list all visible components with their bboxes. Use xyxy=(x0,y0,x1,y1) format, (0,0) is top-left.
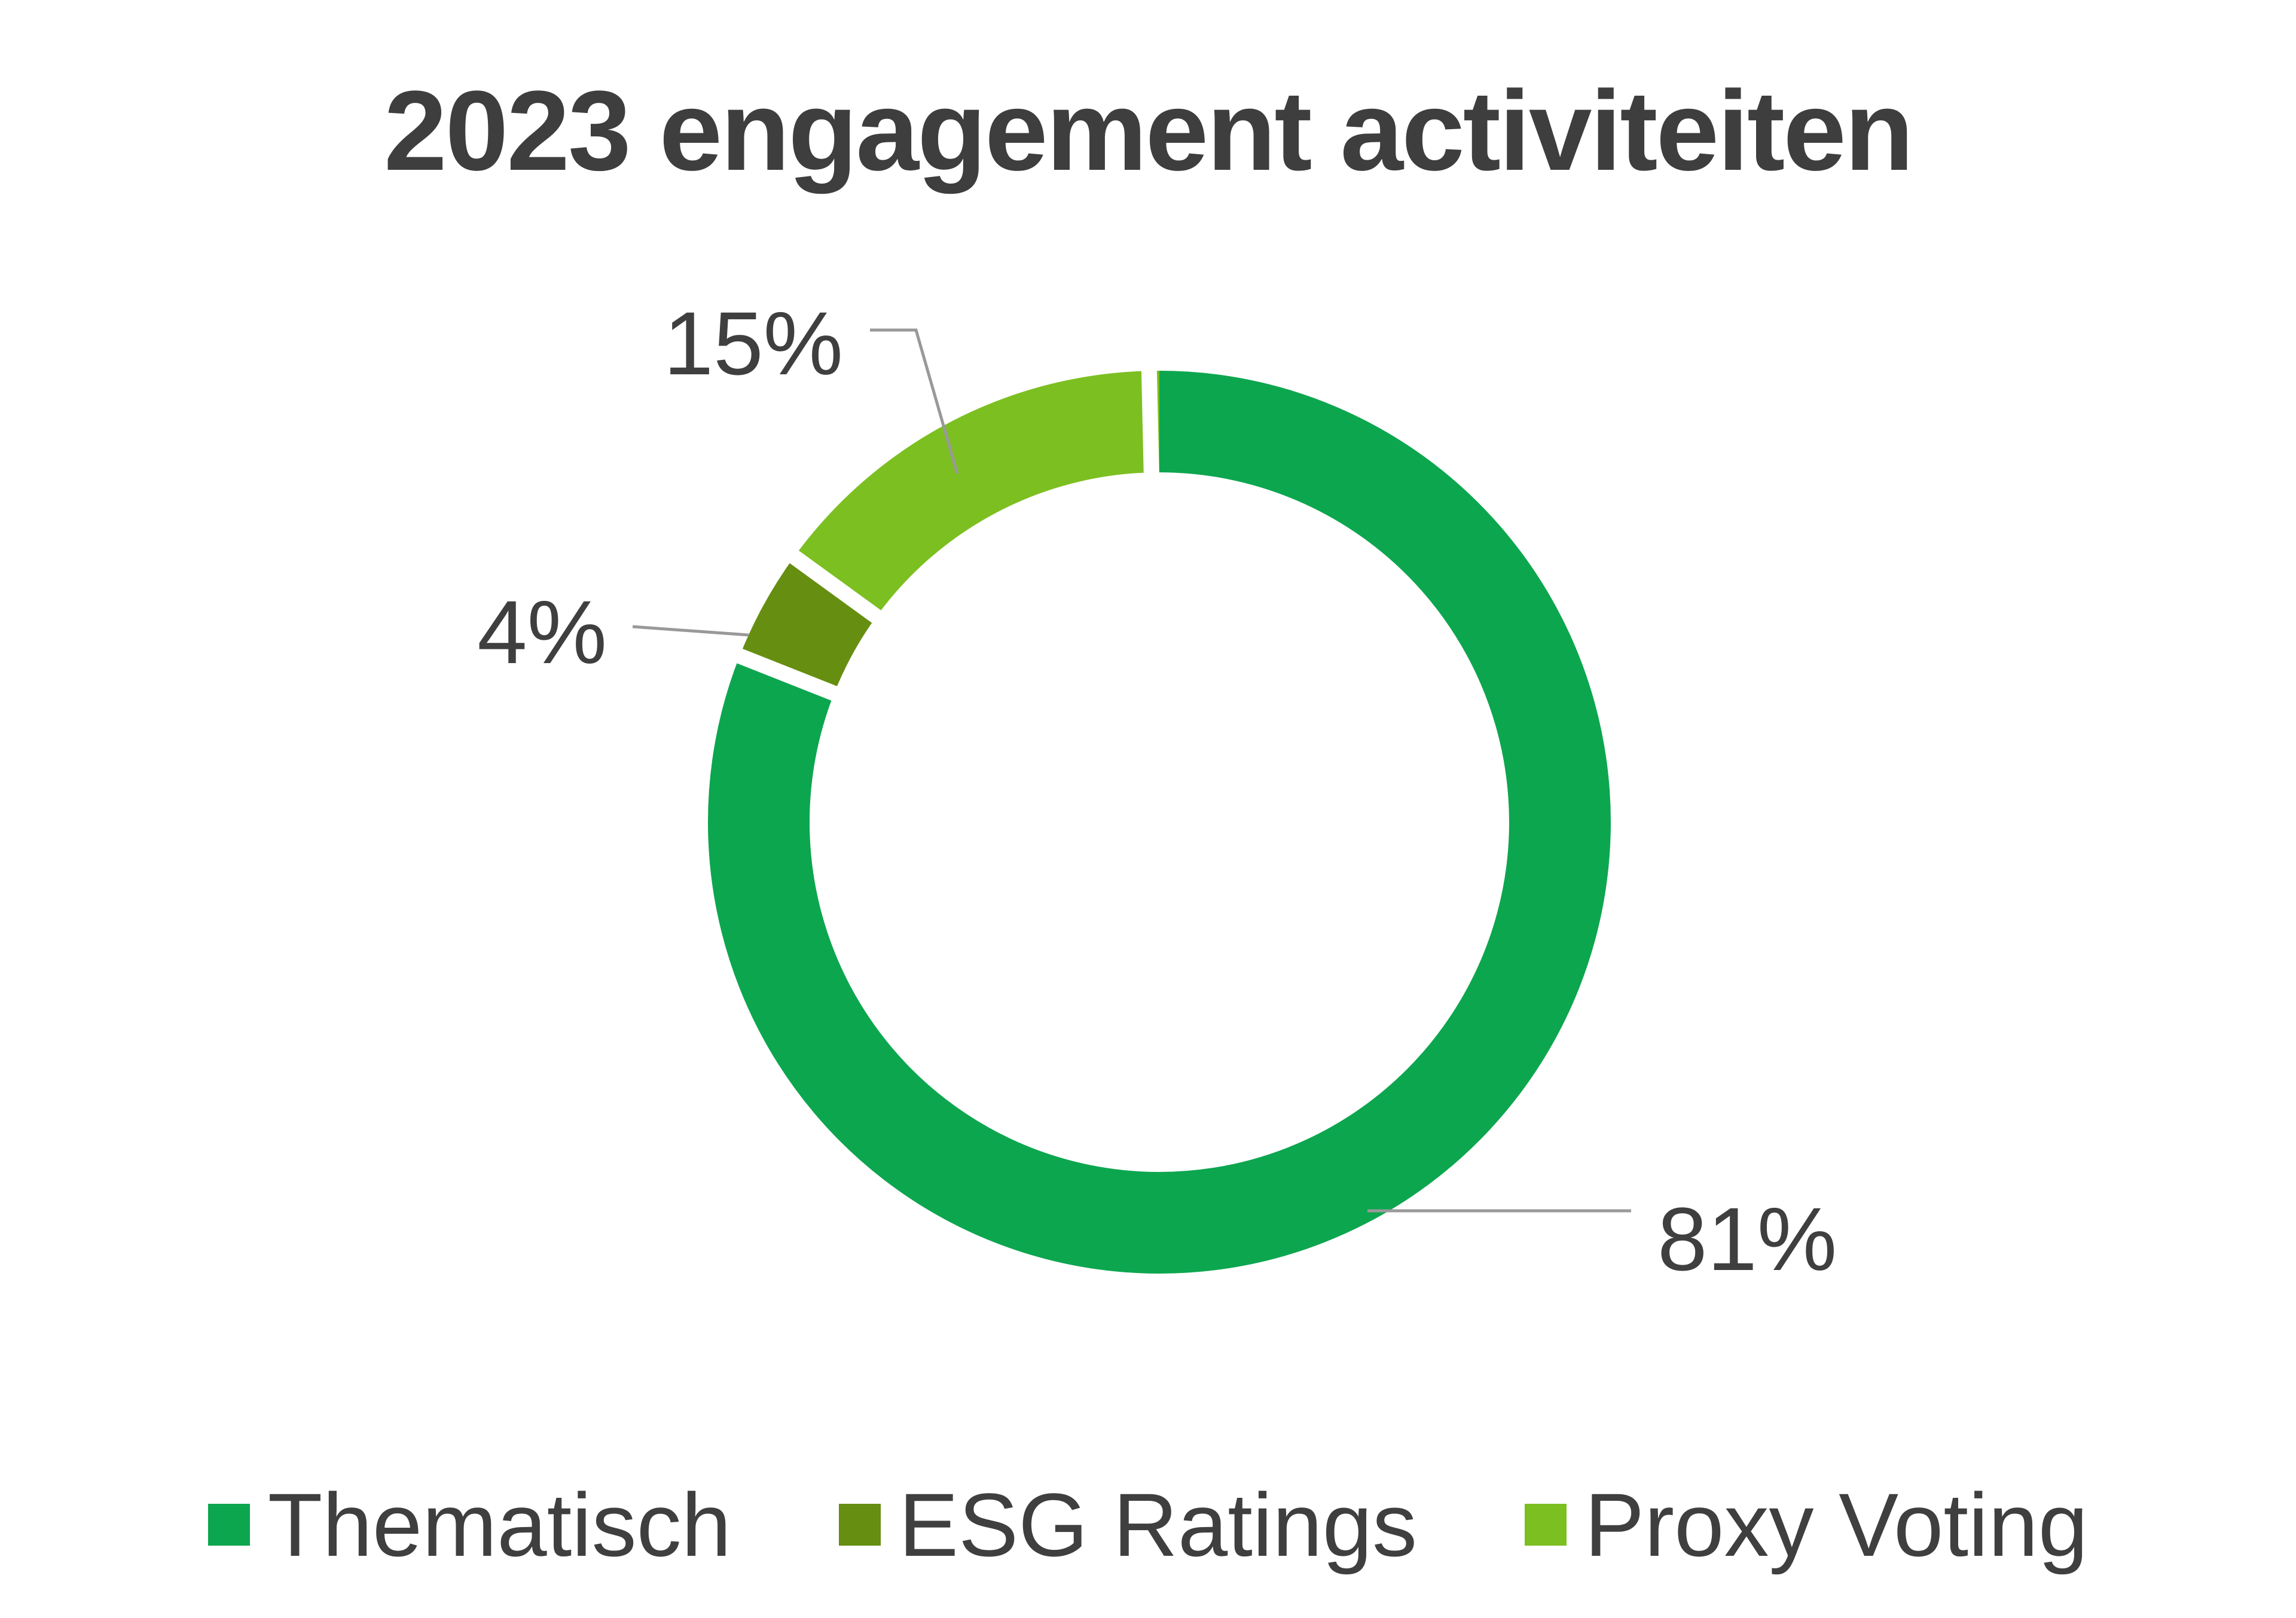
legend-item-thematisch: Thematisch xyxy=(207,1471,732,1579)
legend-label-thematisch: Thematisch xyxy=(267,1474,732,1575)
leader-line-proxy-voting xyxy=(870,328,959,474)
data-label-esg-ratings: 4% xyxy=(477,582,607,682)
legend-swatch-proxy-voting xyxy=(1525,1504,1567,1546)
legend-item-proxy-voting: Proxy Voting xyxy=(1525,1471,2088,1579)
legend-swatch-esg-ratings xyxy=(839,1504,881,1546)
legend-label-proxy-voting: Proxy Voting xyxy=(1584,1474,2089,1575)
slice-esg-ratings xyxy=(740,557,877,694)
data-label-thematisch: 81% xyxy=(1657,1189,1837,1289)
slice-separator xyxy=(784,547,886,627)
legend-item-esg-ratings: ESG Ratings xyxy=(839,1471,1417,1579)
slice-proxy-voting xyxy=(794,371,1160,617)
legend-label-esg-ratings: ESG Ratings xyxy=(899,1474,1418,1575)
chart-title: 2023 engagement activiteiten xyxy=(384,68,1914,194)
data-label-proxy-voting: 15% xyxy=(663,293,843,393)
slice-separator xyxy=(1141,364,1159,479)
leader-line-esg-ratings xyxy=(632,625,749,637)
chart-legend: Thematisch ESG Ratings Proxy Voting xyxy=(0,1471,2296,1579)
slice-thematisch xyxy=(708,371,1611,1274)
legend-swatch-thematisch xyxy=(207,1504,250,1546)
slice-separator xyxy=(731,646,843,703)
